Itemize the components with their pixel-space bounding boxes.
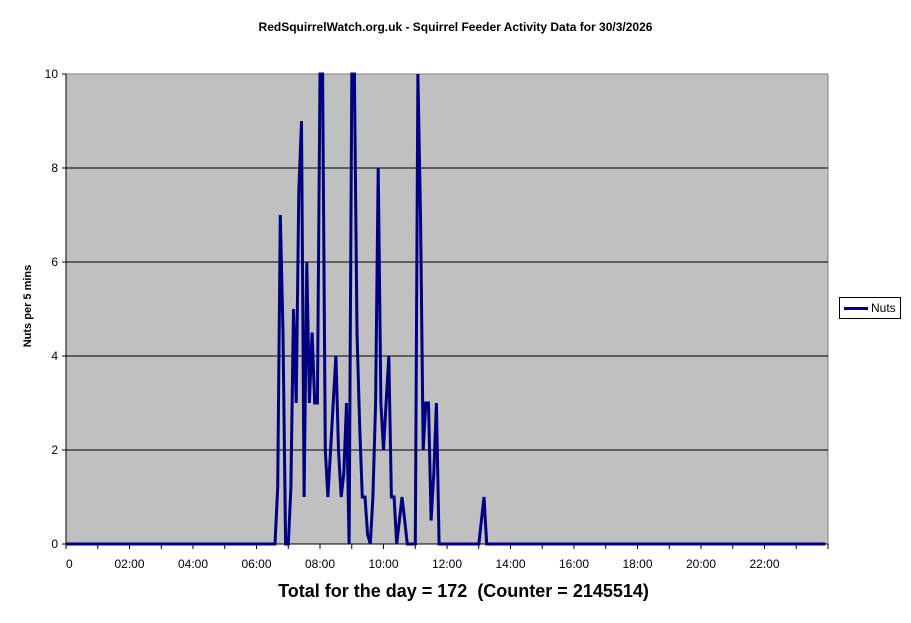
x-tick-label: 22:00: [749, 557, 779, 571]
legend: Nuts: [839, 297, 901, 319]
x-tick-label: 08:00: [305, 557, 335, 571]
y-tick-label: 6: [51, 255, 58, 269]
chart-title: RedSquirrelWatch.org.uk - Squirrel Feede…: [258, 20, 653, 34]
x-tick-label: 04:00: [178, 557, 208, 571]
x-tick-label: 20:00: [686, 557, 716, 571]
x-tick-label: 16:00: [559, 557, 589, 571]
daily-total: Total for the day = 172 (Counter = 21455…: [278, 581, 649, 601]
y-tick-label: 10: [45, 67, 59, 81]
series-line-nuts: [66, 72, 826, 546]
x-tick-label: 18:00: [622, 557, 652, 571]
y-tick-label: 4: [51, 349, 58, 363]
y-tick-label: 2: [51, 443, 58, 457]
legend-label: Nuts: [871, 301, 896, 315]
x-tick-label: 12:00: [432, 557, 462, 571]
x-tick-label: 14:00: [495, 557, 525, 571]
x-tick-label: 02:00: [114, 557, 144, 571]
legend-swatch: [844, 307, 868, 310]
x-tick-label: 0: [66, 557, 73, 571]
y-tick-label: 8: [51, 161, 58, 175]
x-tick-label: 06:00: [241, 557, 271, 571]
y-tick-label: 0: [51, 537, 58, 551]
plot-area: [65, 73, 829, 545]
x-tick-label: 10:00: [368, 557, 398, 571]
